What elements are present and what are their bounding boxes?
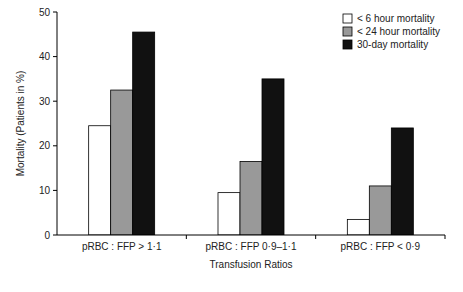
legend-label: < 6 hour mortality	[357, 13, 435, 24]
y-axis	[57, 12, 58, 235]
legend-swatch	[343, 14, 352, 23]
bar	[133, 32, 155, 235]
x-tick-label: pRBC : FFP < 0·9	[341, 241, 421, 252]
x-axis	[57, 235, 445, 236]
y-tick-label: 20	[39, 140, 51, 151]
legend-label: 30-day mortality	[357, 39, 428, 50]
x-tick	[315, 235, 316, 239]
bar	[369, 186, 391, 235]
bar	[111, 90, 133, 235]
y-tick	[53, 101, 57, 102]
y-tick	[53, 12, 57, 13]
bar	[347, 219, 369, 235]
legend-swatch	[343, 27, 352, 36]
y-tick-label: 10	[39, 185, 51, 196]
y-tick-label: 0	[44, 230, 50, 241]
x-tick	[186, 235, 187, 239]
x-tick	[445, 235, 446, 239]
bar	[391, 128, 413, 235]
y-axis-label: Mortality (Patients in %)	[15, 71, 26, 177]
y-tick	[53, 235, 57, 236]
x-tick-label: pRBC : FFP > 1·1	[82, 241, 162, 252]
y-tick	[53, 56, 57, 57]
legend-swatch	[343, 40, 352, 49]
bar	[89, 126, 111, 235]
y-tick-label: 40	[39, 51, 51, 62]
y-tick	[53, 190, 57, 191]
legend-label: < 24 hour mortality	[357, 26, 440, 37]
y-tick	[53, 145, 57, 146]
y-tick-label: 30	[39, 96, 51, 107]
bar	[262, 79, 284, 235]
bar	[218, 193, 240, 235]
bar	[240, 161, 262, 235]
y-tick-label: 50	[39, 7, 51, 18]
x-tick-label: pRBC : FFP 0·9–1·1	[206, 241, 297, 252]
bars	[89, 32, 414, 235]
x-axis-label: Transfusion Ratios	[210, 259, 293, 270]
chart: 0 10 20 30 40 50 pRBC : FFP > 1·1 pRBC : FFP 0·…	[0, 0, 463, 292]
